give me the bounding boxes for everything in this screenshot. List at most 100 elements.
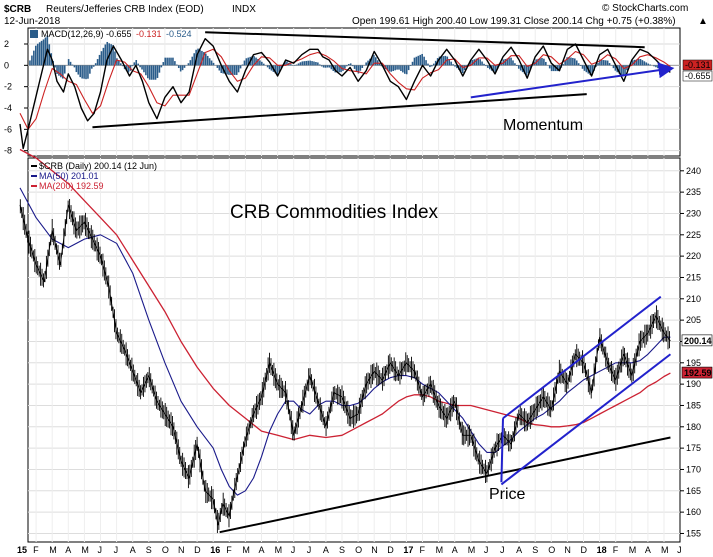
price-x-tick-label: N bbox=[564, 545, 571, 555]
price-x-tick-label: F bbox=[613, 545, 619, 555]
price-x-tick-label: M bbox=[49, 545, 57, 555]
price-x-tick-label: S bbox=[339, 545, 345, 555]
price-x-tick-label: 16 bbox=[210, 545, 220, 555]
price-x-tick-label: D bbox=[581, 545, 588, 555]
price-y-tick-label: 160 bbox=[686, 507, 701, 517]
macd-line bbox=[19, 38, 671, 150]
price-y-tick-label: 240 bbox=[686, 166, 701, 176]
macd-trendlines bbox=[92, 31, 675, 129]
price-y-tick-label: 165 bbox=[686, 486, 701, 496]
macd-legend-label: MACD(12,26,9) bbox=[41, 29, 104, 39]
macd-y-tick-label: -4 bbox=[4, 103, 12, 113]
price-x-tick-label: M bbox=[81, 545, 89, 555]
macd-last-value-box bbox=[682, 70, 713, 82]
price-y-tick-label: 210 bbox=[686, 294, 701, 304]
price-y-tick-label: 235 bbox=[686, 187, 701, 197]
macd-y-tick-label: -2 bbox=[4, 82, 12, 92]
price-y-tick-label: 185 bbox=[686, 400, 701, 410]
price-x-tick-label: M bbox=[661, 545, 669, 555]
macd-legend: MACD(12,26,9) -0.655 -0.131 -0.524 bbox=[30, 29, 192, 39]
price-last-value-box bbox=[681, 334, 713, 347]
price-x-tick-label: J bbox=[114, 545, 119, 555]
price-x-tick-label: A bbox=[65, 545, 71, 555]
macd-last-value-label: -0.655 bbox=[685, 71, 711, 81]
price-y-tick-label: 195 bbox=[686, 358, 701, 368]
price-y-tick-label: 170 bbox=[686, 464, 701, 474]
price-channel-line bbox=[502, 295, 662, 420]
price-x-tick-label: A bbox=[645, 545, 651, 555]
price-x-tick-label: J bbox=[307, 545, 312, 555]
price-y-tick-label: 190 bbox=[686, 379, 701, 389]
macd-panel: 20-2-4-6-8 -0.131-0.655 MACD(12,26,9) -0… bbox=[4, 27, 713, 157]
price-legend-label: MA(200) 192.59 bbox=[39, 181, 104, 191]
price-x-axis: 15 F M A M J J A S O N D 16 F M A M J J A S O N D 17 F M A M J J A S O N D 1… bbox=[17, 545, 682, 555]
price-y-tick-label: 205 bbox=[686, 315, 701, 325]
price-x-tick-label: M bbox=[436, 545, 444, 555]
price-x-tick-label: M bbox=[242, 545, 250, 555]
price-y-tick-label: 230 bbox=[686, 208, 701, 218]
price-x-tick-label: O bbox=[162, 545, 169, 555]
price-y-tick-label: 175 bbox=[686, 443, 701, 453]
price-last-value-labels: 200.14 192.59 bbox=[681, 334, 713, 379]
price-x-tick-label: O bbox=[548, 545, 555, 555]
price-legend-label: $CRB (Daily) 200.14 (12 Jun) bbox=[39, 161, 157, 171]
chart-date: 12-Jun-2018 bbox=[4, 16, 61, 27]
price-x-tick-label: O bbox=[355, 545, 362, 555]
macd-last-value-label: -0.131 bbox=[685, 60, 711, 70]
price-channel-line bbox=[500, 353, 672, 486]
macd-legend-hist-value: -0.524 bbox=[166, 29, 192, 39]
price-y-tick-label: 180 bbox=[686, 422, 701, 432]
macd-last-value-labels: -0.131-0.655 bbox=[682, 59, 713, 82]
macd-lines bbox=[19, 38, 671, 150]
price-y-tick-label: 220 bbox=[686, 251, 701, 261]
price-x-tick-label: M bbox=[629, 545, 637, 555]
macd-last-value-box bbox=[682, 59, 713, 71]
price-x-tick-label: A bbox=[130, 545, 136, 555]
price-x-tick-label: J bbox=[484, 545, 489, 555]
price-y-tick-label: 155 bbox=[686, 528, 701, 538]
price-panel: 2402352302252202152102052001951901851801… bbox=[17, 148, 713, 555]
price-x-tick-label: J bbox=[98, 545, 103, 555]
price-last-value-label: 200.14 bbox=[684, 336, 712, 346]
price-last-value-label: 192.59 bbox=[684, 368, 712, 378]
macd-legend-signal-value: -0.131 bbox=[136, 29, 162, 39]
price-x-tick-label: F bbox=[33, 545, 39, 555]
macd-blue-trendline bbox=[470, 62, 675, 99]
price-x-tick-label: D bbox=[387, 545, 394, 555]
ohlc-readout: Open 199.61 High 200.40 Low 199.31 Close… bbox=[352, 16, 676, 27]
price-x-tick-label: A bbox=[452, 545, 458, 555]
symbol-title: $CRB bbox=[4, 4, 31, 15]
macd-legend-macd-value: -0.655 bbox=[106, 29, 132, 39]
price-x-tick-label: S bbox=[146, 545, 152, 555]
price-x-tick-label: S bbox=[532, 545, 538, 555]
price-channel-line bbox=[500, 418, 504, 483]
price-legend-label: MA(50) 201.01 bbox=[39, 171, 99, 181]
chart-title: CRB Commodities Index bbox=[230, 202, 439, 223]
price-support-line bbox=[219, 436, 671, 534]
macd-panel-frame bbox=[27, 27, 681, 157]
price-trendlines bbox=[219, 295, 672, 534]
price-x-tick-label: M bbox=[468, 545, 476, 555]
price-y-tick-label: 215 bbox=[686, 272, 701, 282]
macd-y-tick-label: 0 bbox=[4, 60, 9, 70]
macd-black-trendline bbox=[205, 31, 645, 49]
price-x-tick-label: N bbox=[178, 545, 185, 555]
price-x-tick-label: F bbox=[420, 545, 426, 555]
macd-y-tick-label: 2 bbox=[4, 39, 9, 49]
price-y-tick-label: 225 bbox=[686, 230, 701, 240]
price-x-tick-label: 15 bbox=[17, 545, 27, 555]
price-x-tick-label: N bbox=[371, 545, 378, 555]
momentum-annotation: Momentum bbox=[503, 117, 583, 134]
macd-y-axis: 2 0 -2 -4 -6 -8 bbox=[4, 39, 28, 156]
price-x-tick-label: A bbox=[516, 545, 522, 555]
price-x-tick-label: J bbox=[291, 545, 296, 555]
price-x-tick-label: A bbox=[259, 545, 265, 555]
macd-black-trendline bbox=[92, 93, 587, 129]
price-x-tick-label: A bbox=[323, 545, 329, 555]
price-x-tick-label: J bbox=[500, 545, 505, 555]
watermark: © StockCharts.com bbox=[602, 3, 688, 14]
macd-legend-swatch bbox=[30, 30, 38, 38]
price-panel-frame bbox=[27, 157, 681, 543]
macd-y-tick-label: -6 bbox=[4, 124, 12, 134]
